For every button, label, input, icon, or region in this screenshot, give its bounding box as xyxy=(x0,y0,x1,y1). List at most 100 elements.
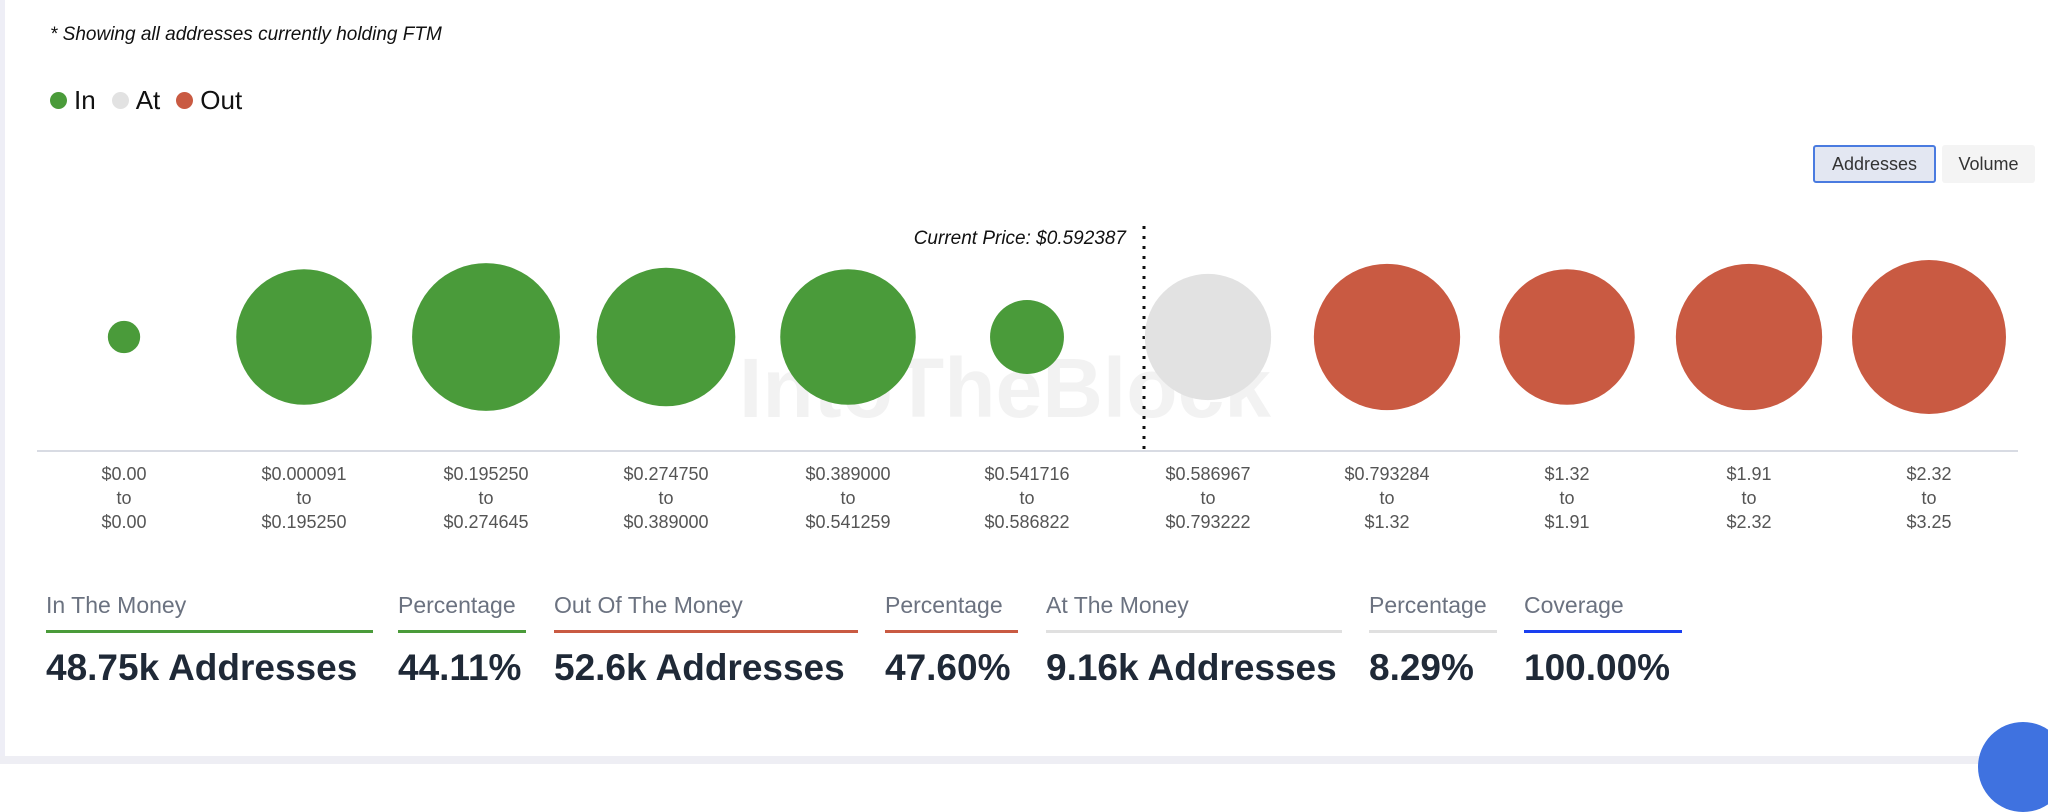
stat-header: In The Money xyxy=(46,592,187,618)
stat-value: 44.11% xyxy=(398,647,522,688)
stat-value: 8.29% xyxy=(1369,647,1474,688)
current-price-label: Current Price: $0.592387 xyxy=(914,228,1128,249)
stat-percentage: Percentage 8.29% xyxy=(1369,592,1497,689)
stat-value: 9.16k Addresses xyxy=(1046,647,1337,688)
stat-value: 48.75k Addresses xyxy=(46,647,358,688)
stat-header: Percentage xyxy=(885,592,1003,618)
legend-label: In xyxy=(74,85,96,115)
range-to: $0.793222 xyxy=(1165,512,1251,532)
legend-label: At xyxy=(135,85,161,115)
price-range-label: $0.389000 to $0.541259 xyxy=(758,462,938,534)
range-to: $0.195250 xyxy=(261,512,347,532)
stat-out-of-the-money: Out Of The Money 52.6k Addresses xyxy=(554,592,858,689)
price-range-label: $0.586967 to $0.793222 xyxy=(1118,462,1298,534)
price-range-label: $2.32 to $3.25 xyxy=(1839,462,2019,534)
bubble-in[interactable] xyxy=(412,263,560,411)
holding-note: * Showing all addresses currently holdin… xyxy=(50,24,442,45)
stat-underline xyxy=(554,630,858,633)
price-range-label: $0.793284 to $1.32 xyxy=(1297,462,1477,534)
legend-dot-icon xyxy=(176,92,194,109)
range-to: $0.586822 xyxy=(984,512,1070,532)
stat-underline xyxy=(885,630,1018,633)
price-range-label: $0.00 to $0.00 xyxy=(34,462,214,534)
bubble-out[interactable] xyxy=(1675,263,1823,411)
range-from: $0.389000 xyxy=(805,464,891,484)
chat-widget-icon[interactable] xyxy=(1978,722,2048,812)
range-from: $1.32 xyxy=(1544,464,1590,484)
stat-underline xyxy=(1524,630,1682,633)
legend: In At Out xyxy=(50,85,258,116)
stat-header: Percentage xyxy=(1369,592,1487,618)
stat-in-the-money: In The Money 48.75k Addresses xyxy=(46,592,373,689)
range-to: $3.25 xyxy=(1906,512,1952,532)
range-from: $0.793284 xyxy=(1344,464,1430,484)
bubble-out[interactable] xyxy=(1852,260,2006,414)
range-sep: to xyxy=(1921,488,1937,508)
legend-label: Out xyxy=(200,85,243,115)
range-to: $0.00 xyxy=(101,512,147,532)
price-range-label: $0.541716 to $0.586822 xyxy=(937,462,1117,534)
range-from: $0.000091 xyxy=(261,464,347,484)
bubble-in[interactable] xyxy=(596,267,736,407)
stat-header: Percentage xyxy=(398,592,516,618)
bubble-in[interactable] xyxy=(107,320,141,354)
range-sep: to xyxy=(296,488,312,508)
range-sep: to xyxy=(1200,488,1216,508)
range-from: $1.91 xyxy=(1726,464,1772,484)
panel-border xyxy=(0,0,5,764)
range-to: $1.91 xyxy=(1544,512,1590,532)
stat-value: 52.6k Addresses xyxy=(554,647,845,688)
stat-underline xyxy=(46,630,373,633)
panel-border xyxy=(0,756,2048,764)
stat-header: Out Of The Money xyxy=(554,592,743,618)
stat-coverage: Coverage 100.00% xyxy=(1524,592,1682,689)
stat-percentage: Percentage 44.11% xyxy=(398,592,526,689)
bubble-out[interactable] xyxy=(1313,263,1461,411)
stat-header: Coverage xyxy=(1524,592,1624,618)
volume-toggle-button[interactable]: Volume xyxy=(1942,145,2035,183)
range-from: $2.32 xyxy=(1906,464,1952,484)
range-sep: to xyxy=(658,488,674,508)
legend-in[interactable]: In xyxy=(50,85,96,116)
price-range-label: $0.000091 to $0.195250 xyxy=(214,462,394,534)
range-to: $0.541259 xyxy=(805,512,891,532)
range-from: $0.541716 xyxy=(984,464,1070,484)
stat-at-the-money: At The Money 9.16k Addresses xyxy=(1046,592,1342,689)
range-to: $0.274645 xyxy=(443,512,529,532)
range-from: $0.195250 xyxy=(443,464,529,484)
stat-value: 47.60% xyxy=(885,647,1011,688)
stat-value: 100.00% xyxy=(1524,647,1671,688)
bubble-in[interactable] xyxy=(236,269,372,405)
range-sep: to xyxy=(1379,488,1395,508)
bubble-in[interactable] xyxy=(990,300,1064,374)
range-from: $0.274750 xyxy=(623,464,709,484)
price-range-label: $1.32 to $1.91 xyxy=(1477,462,1657,534)
bubble-in[interactable] xyxy=(780,269,916,405)
stat-underline xyxy=(1369,630,1497,633)
range-from: $0.00 xyxy=(101,464,147,484)
legend-out[interactable]: Out xyxy=(176,85,242,116)
bubble-at[interactable] xyxy=(1144,273,1272,401)
legend-dot-icon xyxy=(50,92,67,109)
bubble-out[interactable] xyxy=(1499,269,1635,405)
addresses-toggle-button[interactable]: Addresses xyxy=(1813,145,1936,183)
stat-underline xyxy=(398,630,526,633)
stat-percentage: Percentage 47.60% xyxy=(885,592,1018,689)
range-from: $0.586967 xyxy=(1165,464,1251,484)
stat-underline xyxy=(1046,630,1342,633)
range-sep: to xyxy=(116,488,132,508)
legend-at[interactable]: At xyxy=(111,85,161,116)
range-to: $1.32 xyxy=(1364,512,1410,532)
price-range-label: $0.195250 to $0.274645 xyxy=(396,462,576,534)
range-sep: to xyxy=(478,488,494,508)
range-to: $0.389000 xyxy=(623,512,709,532)
bubble-chart: IntoTheBlock Current Price: $0.592387 xyxy=(37,226,2018,452)
range-sep: to xyxy=(1019,488,1035,508)
price-range-label: $0.274750 to $0.389000 xyxy=(576,462,756,534)
range-to: $2.32 xyxy=(1726,512,1772,532)
range-sep: to xyxy=(840,488,856,508)
range-sep: to xyxy=(1741,488,1757,508)
range-sep: to xyxy=(1559,488,1575,508)
price-range-label: $1.91 to $2.32 xyxy=(1659,462,1839,534)
stat-header: At The Money xyxy=(1046,592,1189,618)
